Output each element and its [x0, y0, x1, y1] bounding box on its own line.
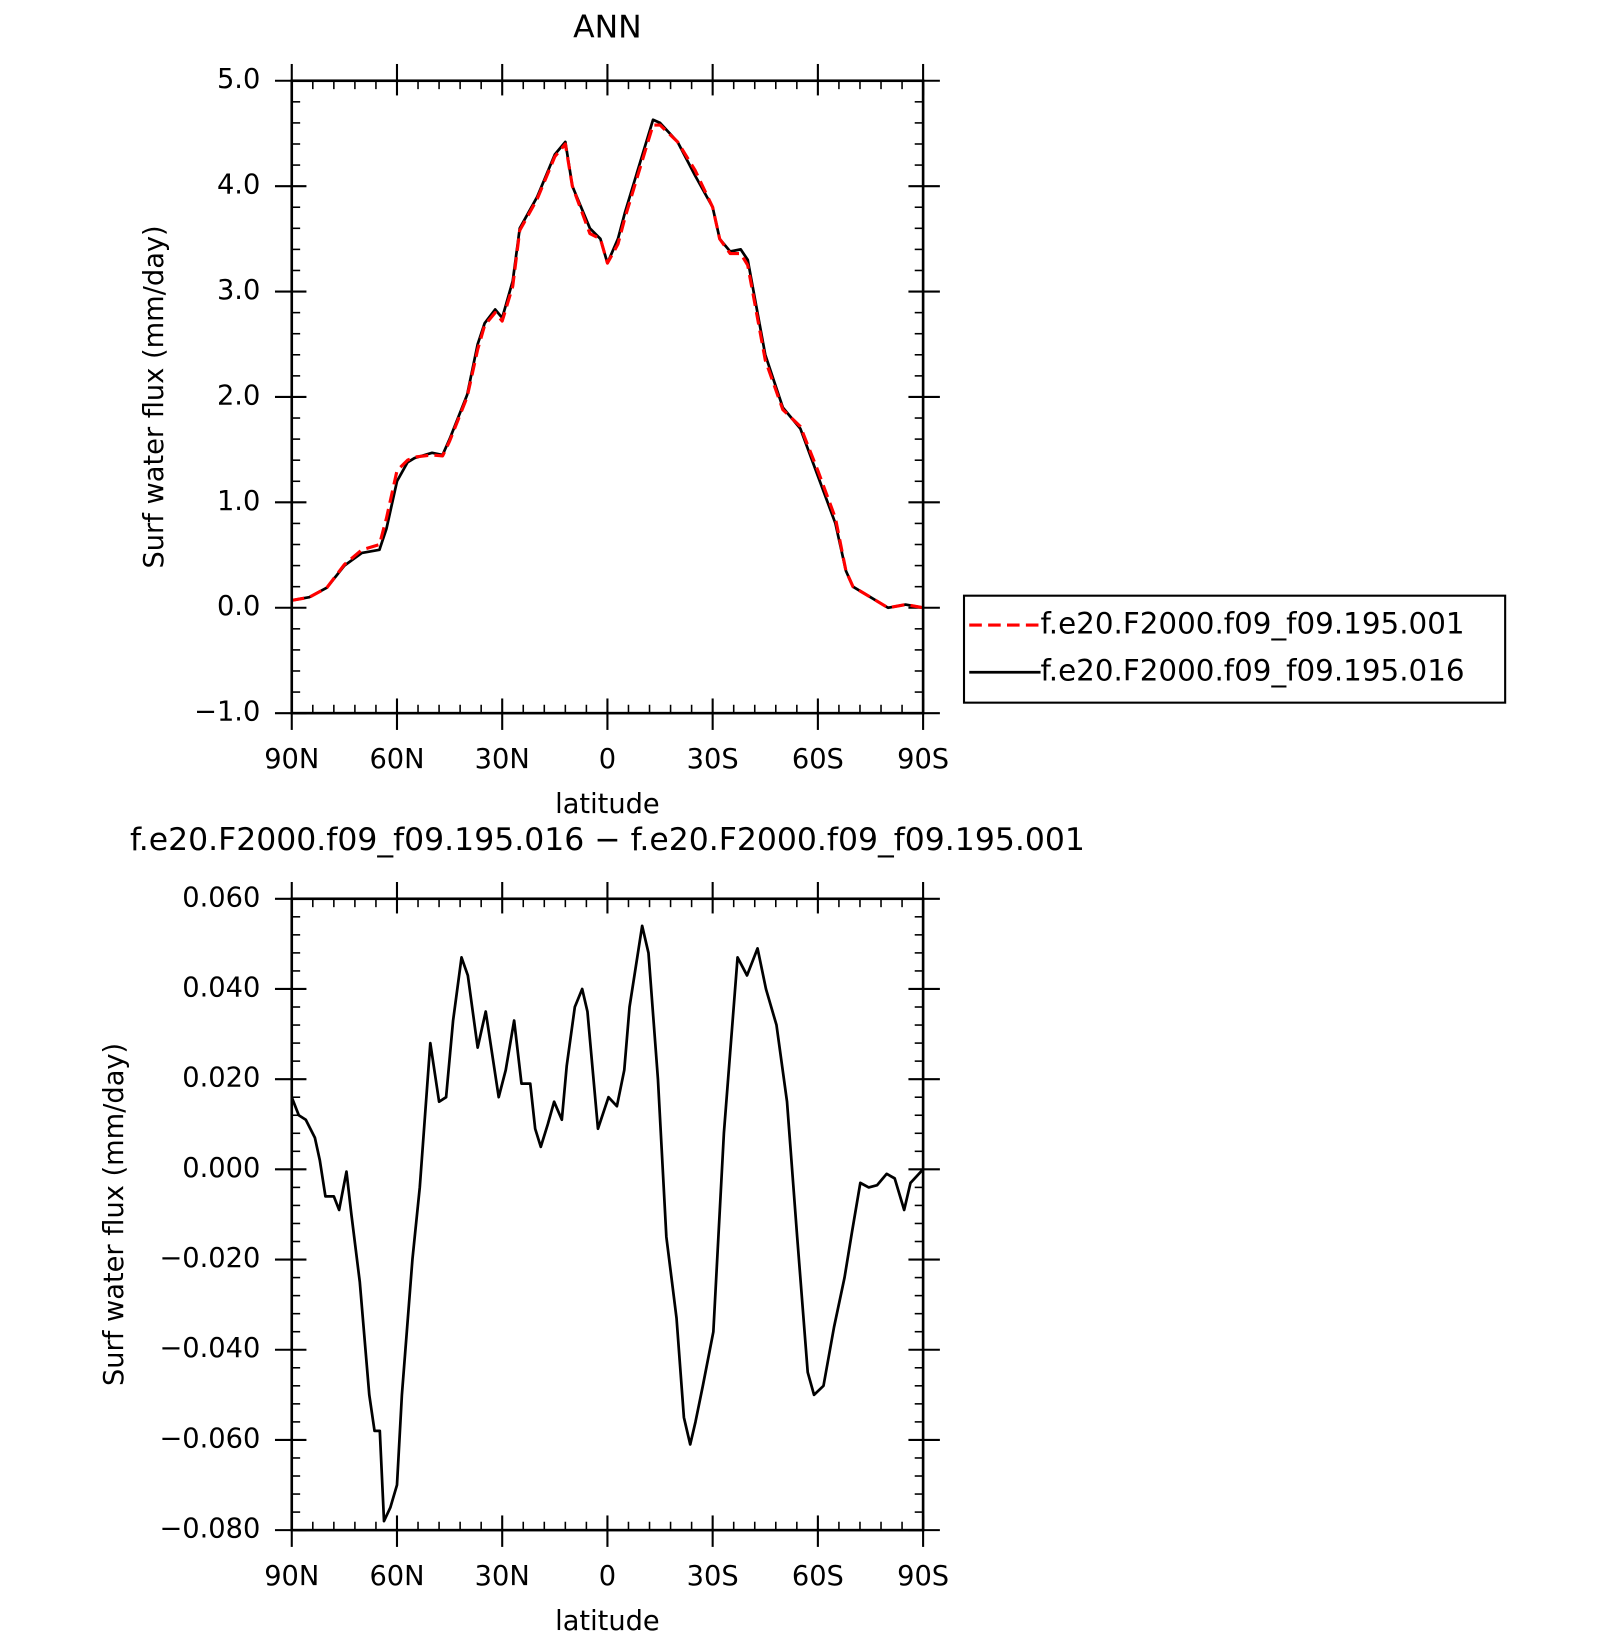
plot-frame: [290, 897, 925, 1532]
data-line: [290, 924, 925, 1523]
x-tick-label: 90S: [897, 1561, 949, 1592]
x-tick-label: 60S: [792, 744, 844, 775]
x-axis-label: latitude: [555, 789, 660, 820]
x-tick-label: 90S: [897, 744, 949, 775]
x-tick-label: 90N: [264, 1561, 319, 1592]
y-tick-label: 2.0: [217, 380, 260, 411]
y-tick-label: 0.000: [182, 1153, 260, 1184]
y-axis-label: Surf water flux (mm/day): [99, 1043, 130, 1386]
y-tick-label: −0.080: [159, 1514, 260, 1545]
y-tick-label: −0.020: [159, 1243, 260, 1274]
chart-title: ANN: [573, 9, 642, 45]
y-tick-label: 0.020: [182, 1063, 260, 1094]
x-tick-label: 60N: [369, 1561, 424, 1592]
y-tick-label: −0.060: [159, 1423, 260, 1454]
plot-frame: [290, 79, 925, 715]
y-tick-label: 3.0: [217, 275, 260, 306]
x-tick-label: 60N: [369, 744, 424, 775]
x-tick-label: 0: [599, 744, 616, 775]
y-tick-label: 4.0: [217, 170, 260, 201]
x-tick-label: 60S: [792, 1561, 844, 1592]
chart-title: f.e20.F2000.f09_f09.195.016 − f.e20.F200…: [130, 822, 1085, 858]
y-tick-label: 0.040: [182, 972, 260, 1003]
y-tick-label: 1.0: [217, 486, 260, 517]
x-tick-label: 30S: [687, 744, 739, 775]
y-tick-label: 5.0: [217, 64, 260, 95]
y-axis-label: Surf water flux (mm/day): [139, 225, 170, 568]
x-tick-label: 30S: [687, 1561, 739, 1592]
legend-box: [962, 594, 1507, 704]
y-tick-label: −1.0: [194, 697, 260, 728]
y-tick-label: −0.040: [159, 1333, 260, 1364]
x-axis-label: latitude: [555, 1606, 660, 1635]
x-tick-label: 30N: [475, 744, 530, 775]
x-tick-label: 30N: [475, 1561, 530, 1592]
data-line: [291, 118, 924, 610]
legend-label: f.e20.F2000.f09_f09.195.001: [1041, 607, 1465, 641]
legend-label: f.e20.F2000.f09_f09.195.016: [1041, 654, 1465, 688]
y-tick-label: 0.0: [217, 591, 260, 622]
x-tick-label: 90N: [264, 744, 319, 775]
y-tick-label: 0.060: [182, 882, 260, 913]
data-line: [291, 123, 924, 610]
x-tick-label: 0: [599, 1561, 616, 1592]
